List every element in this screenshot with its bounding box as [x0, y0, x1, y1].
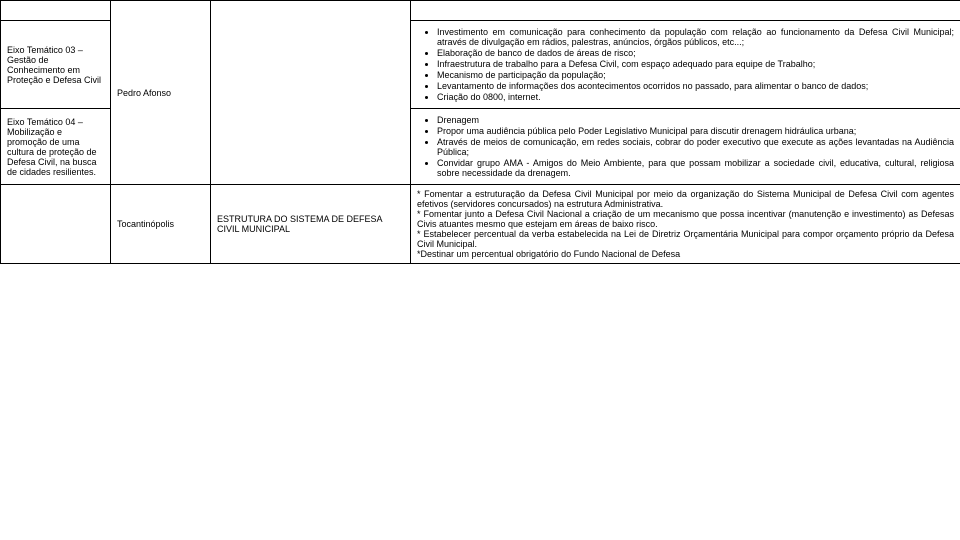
- bullet-item: Investimento em comunicação para conheci…: [437, 27, 954, 47]
- text-line: * Fomentar a estruturação da Defesa Civi…: [417, 189, 954, 209]
- bullet-item: Convidar grupo AMA - Amigos do Meio Ambi…: [437, 158, 954, 178]
- text-line: *Destinar um percentual obrigatório do F…: [417, 249, 954, 259]
- bullet-item: Elaboração de banco de dados de áreas de…: [437, 48, 954, 58]
- bullet-item: Mecanismo de participação da população;: [437, 70, 954, 80]
- cell-col3-merged: [211, 1, 411, 185]
- bullet-item: Drenagem: [437, 115, 954, 125]
- bullet-item: Levantamento de informações dos aconteci…: [437, 81, 954, 91]
- row-3: Tocantinópolis ESTRUTURA DO SISTEMA DE D…: [1, 185, 960, 264]
- cell-r0-c4: [411, 1, 960, 21]
- empty-row-0: Pedro Afonso: [1, 1, 960, 21]
- bullets-r1: Investimento em comunicação para conheci…: [417, 27, 954, 102]
- cell-r3-c4: * Fomentar a estruturação da Defesa Civi…: [411, 185, 960, 264]
- cell-r2-c4: DrenagemPropor uma audiência pública pel…: [411, 109, 960, 185]
- cell-r3-c3: ESTRUTURA DO SISTEMA DE DEFESA CIVIL MUN…: [211, 185, 411, 264]
- cell-r2-c1: Eixo Temático 04 – Mobilização e promoçã…: [1, 109, 111, 185]
- cell-r0-c1: [1, 1, 111, 21]
- cell-col2-merged: Pedro Afonso: [111, 1, 211, 185]
- cell-r1-c1: Eixo Temático 03 – Gestão de Conheciment…: [1, 21, 111, 109]
- text-line: * Fomentar junto a Defesa Civil Nacional…: [417, 209, 954, 229]
- bullet-item: Através de meios de comunicação, em rede…: [437, 137, 954, 157]
- text-line: * Estabelecer percentual da verba estabe…: [417, 229, 954, 249]
- bullets-r2: DrenagemPropor uma audiência pública pel…: [417, 115, 954, 178]
- cell-r3-c2: Tocantinópolis: [111, 185, 211, 264]
- cell-r1-c4: Investimento em comunicação para conheci…: [411, 21, 960, 109]
- cell-pedro: Pedro Afonso: [117, 88, 171, 98]
- cell-r3-c1: [1, 185, 111, 264]
- bullet-item: Criação do 0800, internet.: [437, 92, 954, 102]
- bullet-item: Infraestrutura de trabalho para a Defesa…: [437, 59, 954, 69]
- main-table: Pedro Afonso Eixo Temático 03 – Gestão d…: [0, 0, 960, 264]
- bullet-item: Propor uma audiência pública pelo Poder …: [437, 126, 954, 136]
